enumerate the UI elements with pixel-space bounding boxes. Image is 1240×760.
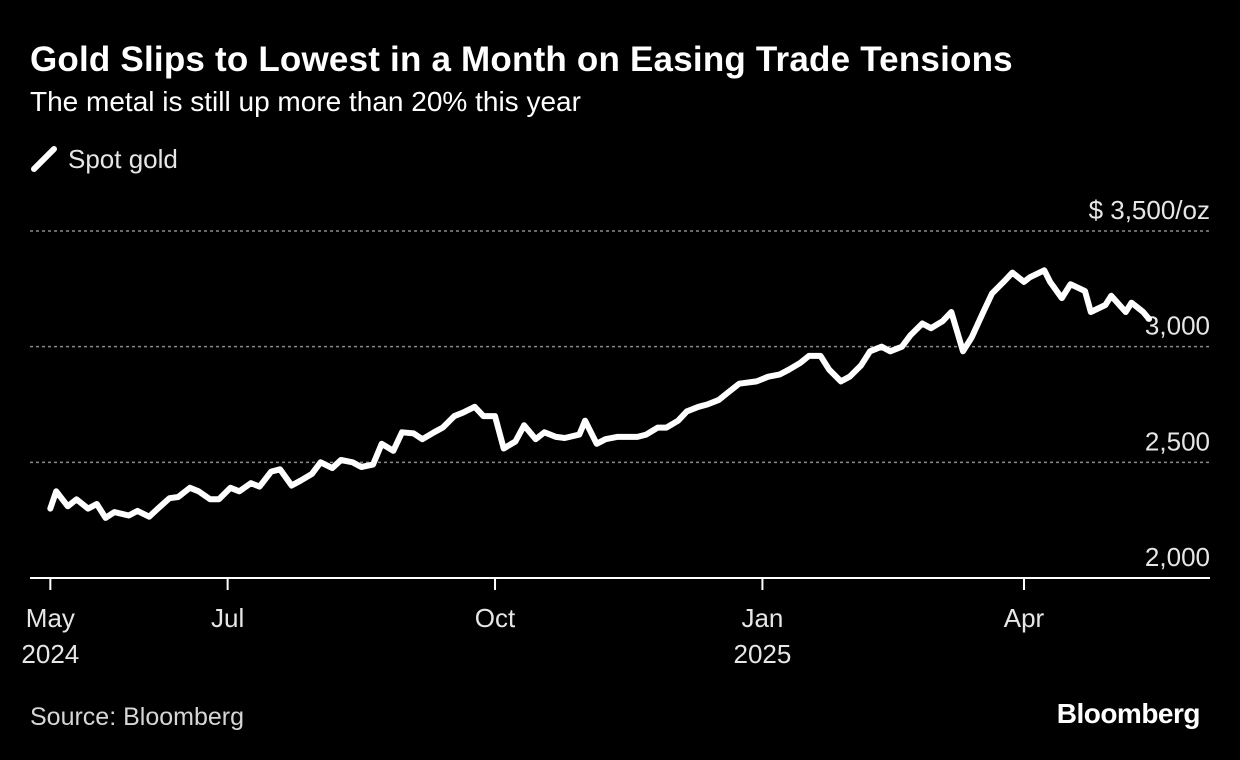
legend-line-icon (31, 146, 57, 172)
y-axis-labels: $ 3,500/oz 3,000 2,500 2,000 (1089, 195, 1210, 572)
x-tick-label: May (26, 603, 75, 633)
x-tick-year: 2024 (21, 639, 79, 669)
legend: Spot gold (30, 142, 178, 176)
y-tick-label: 3,000 (1145, 311, 1210, 341)
x-tick-label: Oct (475, 603, 516, 633)
x-tick-year: 2025 (733, 639, 791, 669)
source-note: Source: Bloomberg (30, 703, 245, 731)
legend-label: Spot gold (68, 143, 178, 174)
y-tick-label: $ 3,500/oz (1089, 195, 1210, 225)
y-tick-label: 2,000 (1145, 542, 1210, 572)
x-axis-ticks: May 2024 Jul Oct Jan 2025 Apr (21, 578, 1045, 669)
spot-gold-line (47, 267, 1152, 521)
x-tick-label: Jan (741, 603, 783, 633)
x-tick-label: Apr (1004, 603, 1045, 633)
x-tick-label: Jul (211, 603, 244, 633)
gridlines (30, 230, 1210, 464)
y-tick-label: 2,500 (1145, 426, 1210, 456)
bloomberg-logo: Bloomberg (1056, 698, 1201, 729)
chart-subtitle: The metal is still up more than 20% this… (30, 86, 581, 117)
chart-title: Gold Slips to Lowest in a Month on Easin… (30, 40, 1013, 79)
